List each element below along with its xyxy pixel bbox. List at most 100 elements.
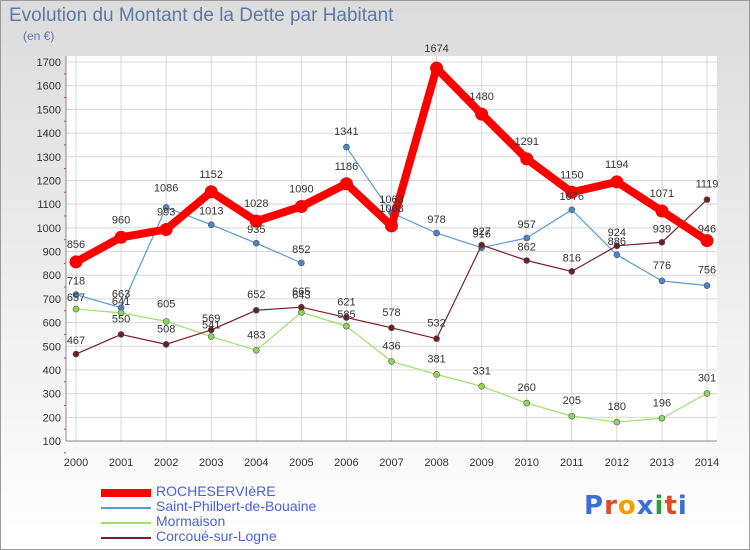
data-label: 436	[382, 340, 400, 352]
data-point	[72, 291, 80, 298]
x-tick-label: 2000	[64, 457, 88, 469]
data-label: 1090	[289, 183, 313, 195]
x-tick-label: 2003	[199, 457, 223, 469]
data-point	[658, 238, 666, 246]
data-label: 1480	[469, 91, 493, 103]
logo-letter: t	[664, 491, 678, 521]
data-point	[207, 221, 215, 229]
data-label: 862	[518, 242, 536, 254]
data-point	[523, 257, 531, 264]
y-tick-label: 1400	[37, 128, 61, 140]
data-point	[388, 358, 395, 365]
data-point	[117, 309, 125, 317]
data-point	[252, 239, 260, 247]
data-label: 301	[698, 372, 716, 384]
legend-swatch	[101, 537, 151, 539]
data-label: 605	[157, 298, 175, 310]
logo-letter: r	[604, 491, 618, 521]
data-point	[69, 255, 83, 269]
logo-letter: P	[584, 491, 605, 521]
data-point	[207, 326, 215, 334]
data-label: 927	[472, 226, 490, 238]
y-tick-label: 600	[43, 318, 61, 330]
data-point	[252, 306, 260, 314]
data-label: 924	[608, 227, 626, 239]
x-tick-label: 2012	[605, 457, 629, 469]
data-label: 205	[563, 395, 581, 407]
data-label: 331	[472, 365, 490, 377]
data-point	[207, 333, 215, 340]
y-tick-label: 200	[43, 412, 61, 424]
data-point	[703, 196, 711, 203]
data-point	[478, 382, 485, 390]
data-label: 816	[563, 252, 581, 264]
data-label: 776	[653, 260, 671, 272]
data-label: 939	[653, 223, 671, 235]
data-point	[610, 175, 624, 189]
legend-label: ROCHESERVIèRE	[156, 483, 276, 499]
data-label: 180	[608, 401, 626, 413]
data-point	[565, 185, 579, 199]
x-tick-label: 2014	[695, 457, 719, 469]
data-point	[114, 230, 128, 244]
data-label: 196	[653, 397, 671, 409]
data-point	[433, 371, 440, 378]
data-point	[388, 324, 395, 332]
data-point	[72, 305, 80, 313]
data-label: 946	[698, 224, 716, 236]
series-line	[75, 206, 302, 309]
chart-unit-label: (en €)	[23, 29, 55, 43]
data-label: 578	[382, 307, 400, 319]
data-label: 508	[157, 323, 175, 335]
y-tick-label: 300	[43, 389, 61, 401]
data-label: 1194	[605, 159, 629, 171]
x-tick-label: 2008	[424, 457, 448, 469]
data-point	[613, 251, 621, 259]
data-label: 1008	[379, 203, 403, 215]
data-point	[658, 277, 666, 285]
data-label: 957	[518, 219, 536, 231]
y-tick-label: 1500	[37, 104, 61, 116]
legend-label: Corcoué-sur-Logne	[156, 528, 277, 544]
y-tick-label: 500	[43, 341, 61, 353]
data-label: 657	[67, 292, 85, 304]
data-label: 550	[112, 313, 130, 325]
y-tick-label: 1700	[37, 57, 61, 69]
data-point	[385, 219, 398, 233]
y-tick-label: 1000	[37, 223, 61, 235]
data-label: 1291	[514, 136, 538, 148]
data-label: 1063	[379, 194, 403, 206]
data-point	[568, 268, 576, 275]
x-tick-label: 2011	[560, 457, 584, 469]
data-label: 1013	[199, 206, 223, 218]
x-tick-label: 2001	[109, 457, 133, 469]
logo-letter: x	[636, 491, 655, 521]
chart-title: Evolution du Montant de la Dette par Hab…	[9, 5, 394, 26]
data-label: 483	[247, 329, 265, 341]
data-point	[703, 390, 711, 397]
data-label: 1076	[560, 191, 584, 203]
data-point	[430, 61, 444, 75]
data-point	[117, 331, 125, 338]
x-tick-label: 2004	[244, 457, 268, 469]
data-label: 935	[247, 224, 265, 236]
y-tick-label: 1600	[37, 81, 61, 93]
y-tick-label: 1200	[37, 175, 61, 187]
x-tick-label: 2013	[650, 457, 674, 469]
data-point	[568, 206, 576, 214]
x-tick-label: 2005	[289, 457, 313, 469]
data-point	[162, 341, 170, 348]
y-tick-label: 700	[43, 294, 61, 306]
data-point	[613, 242, 621, 250]
legend-swatch	[101, 489, 151, 497]
x-tick-label: 2009	[469, 457, 493, 469]
x-tick-label: 2010	[514, 457, 538, 469]
proxiti-logo: Proxiti	[584, 491, 688, 521]
data-point	[298, 303, 305, 311]
data-label: 260	[518, 382, 536, 394]
data-point	[162, 204, 170, 211]
x-tick-label: 2006	[334, 457, 358, 469]
data-point	[249, 214, 263, 228]
data-label: 960	[112, 214, 130, 226]
data-point	[613, 418, 621, 426]
